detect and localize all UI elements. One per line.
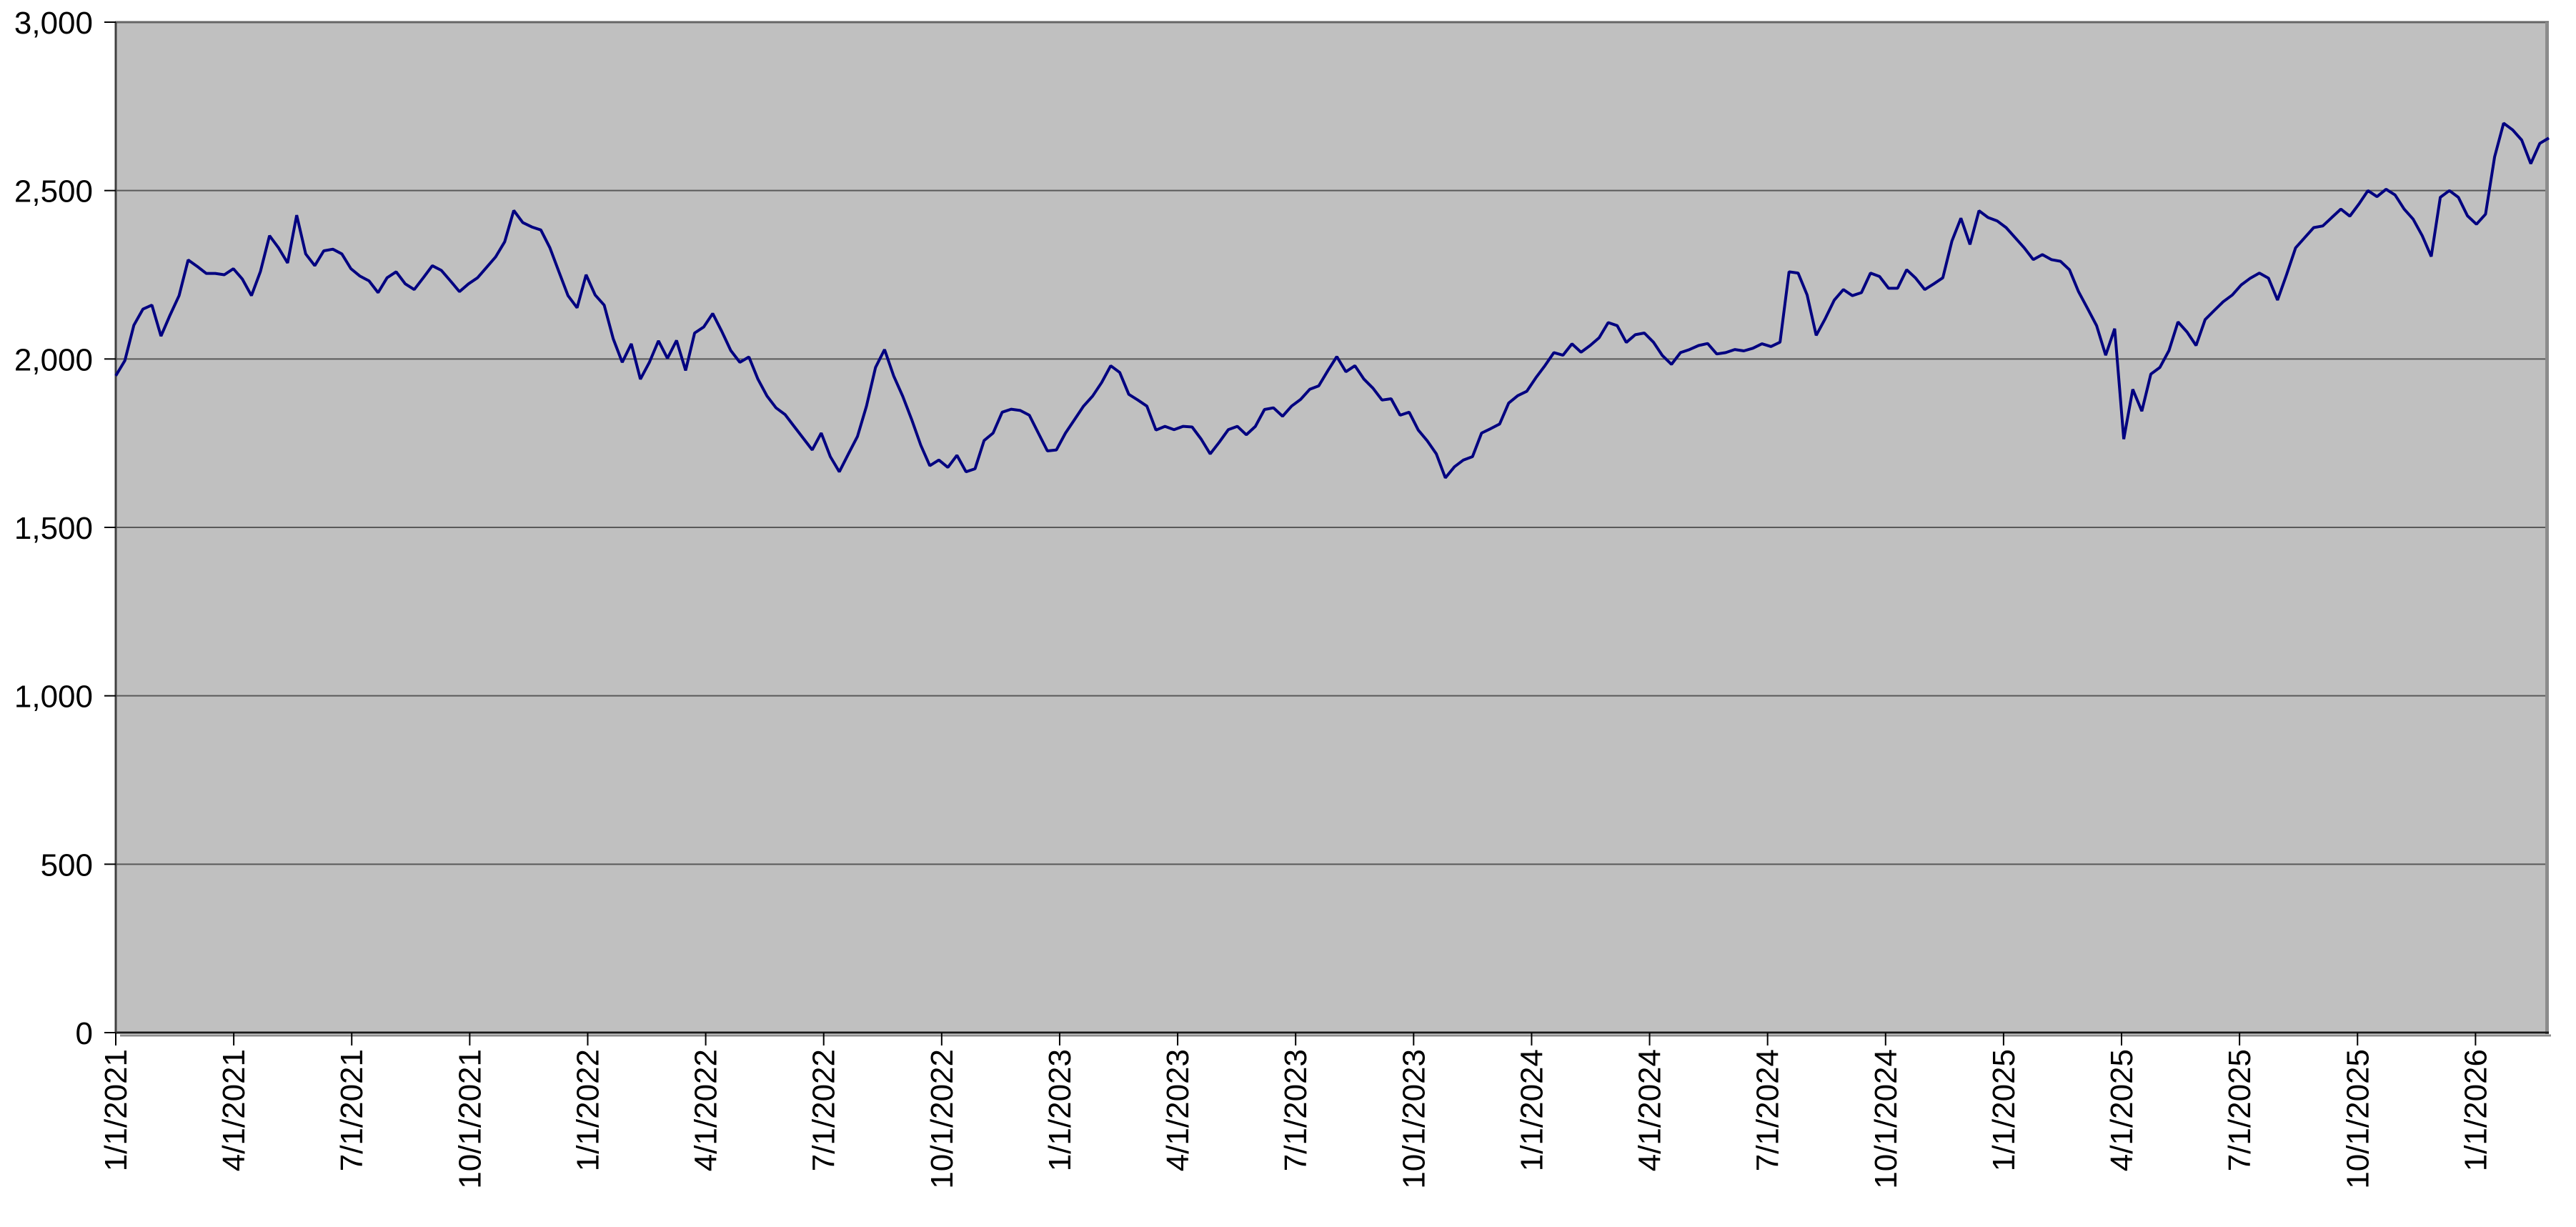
price-line <box>114 121 2550 479</box>
y-tick-label: 1,000 <box>14 680 93 715</box>
x-tick-label: 10/1/2025 <box>2340 1049 2375 1189</box>
x-tick-label: 4/1/2025 <box>2104 1049 2139 1171</box>
x-tick-label: 7/1/2025 <box>2222 1049 2257 1171</box>
x-tick-label: 7/1/2021 <box>334 1049 369 1171</box>
y-tick-label: 1,500 <box>14 511 93 546</box>
x-tick-label: 1/1/2026 <box>2458 1049 2493 1171</box>
x-tick-label: 10/1/2021 <box>452 1049 487 1189</box>
x-tick-label: 7/1/2023 <box>1278 1049 1313 1171</box>
x-tick-label: 4/1/2021 <box>217 1049 252 1171</box>
x-tick-label: 10/1/2024 <box>1869 1049 1904 1189</box>
y-tick-label: 2,000 <box>14 342 93 377</box>
x-tick-label: 7/1/2022 <box>807 1049 842 1171</box>
x-tick-label: 1/1/2024 <box>1514 1049 1549 1171</box>
x-tick-label: 4/1/2022 <box>689 1049 724 1171</box>
plot-border-right <box>2545 22 2549 1034</box>
x-tick-label: 10/1/2023 <box>1396 1049 1431 1189</box>
y-tick-label: 2,500 <box>14 174 93 209</box>
x-tick-label: 4/1/2023 <box>1160 1049 1195 1171</box>
y-tick-label: 3,000 <box>14 6 93 41</box>
y-tick-label: 0 <box>76 1016 93 1051</box>
x-tick-label: 4/1/2024 <box>1633 1049 1668 1171</box>
x-tick-label: 1/1/2023 <box>1043 1049 1078 1171</box>
x-tick-label: 1/1/2025 <box>1986 1049 2021 1171</box>
x-tick-label: 1/1/2022 <box>570 1049 605 1171</box>
y-tick-label: 500 <box>41 848 93 883</box>
x-tick-label: 7/1/2024 <box>1751 1049 1786 1171</box>
x-tick-label: 10/1/2022 <box>925 1049 960 1189</box>
x-tick-label: 1/1/2021 <box>99 1049 134 1171</box>
